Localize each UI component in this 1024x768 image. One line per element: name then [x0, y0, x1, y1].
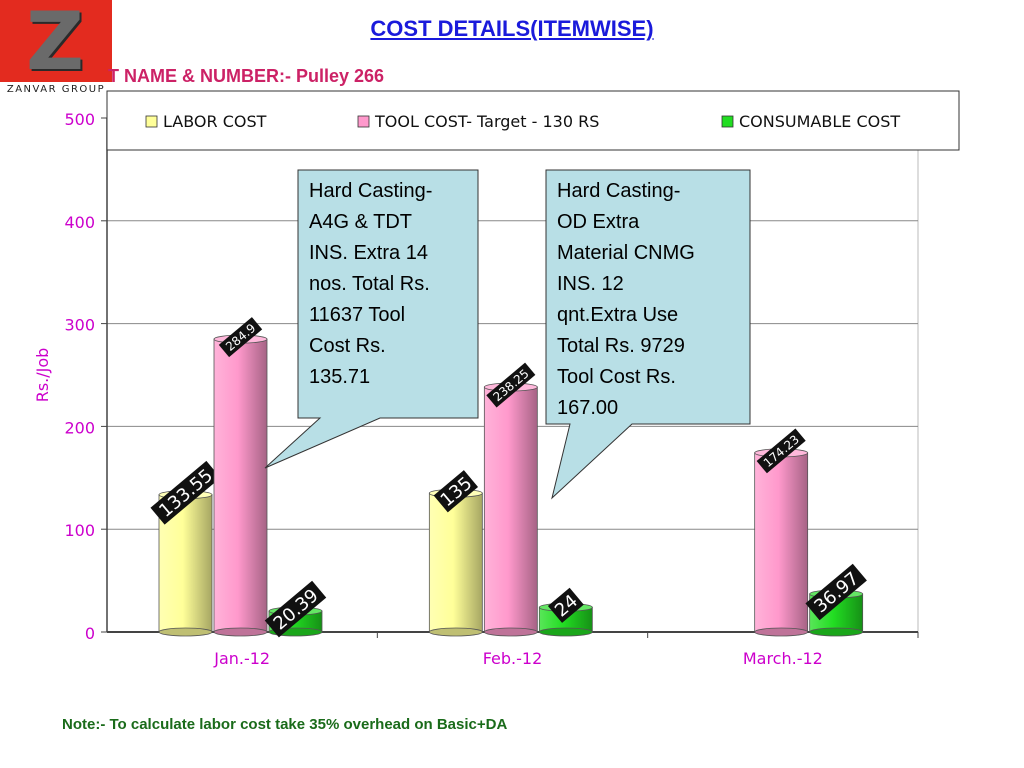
y-axis-label: Rs./Job	[33, 348, 52, 403]
y-tick-label: 200	[64, 418, 95, 437]
bar-base-consumable	[538, 627, 593, 637]
bar-base-tool	[213, 627, 268, 637]
data-label-bg	[264, 580, 327, 638]
data-label-bg	[547, 587, 584, 623]
bar-labor	[428, 492, 483, 633]
bar-base-labor	[158, 627, 213, 637]
bar-base-tool	[483, 627, 538, 637]
footnote: Note:- To calculate labor cost take 35% …	[62, 716, 508, 733]
callout-box-jan	[264, 169, 479, 469]
zanvar-logo: Z ZANVAR GROUP	[0, 0, 112, 97]
legend-box	[106, 90, 960, 151]
legend-label-consumable: CONSUMABLE COST	[739, 112, 900, 131]
data-label-bg	[218, 317, 263, 358]
bar-tool	[213, 338, 268, 633]
logo-text: ZANVAR GROUP	[0, 82, 112, 97]
legend-swatch-consumable	[721, 115, 734, 128]
bar-tool	[754, 452, 809, 633]
part-name-label: T NAME & NUMBER:- Pulley 266	[108, 66, 385, 86]
data-label-bg	[756, 428, 806, 474]
legend-label-labor: LABOR COST	[163, 112, 267, 131]
data-label-bg	[150, 460, 221, 525]
data-label-bg	[486, 362, 536, 408]
x-tick-label: Jan.-12	[213, 649, 270, 668]
logo-letter: Z	[25, 0, 84, 88]
bar-base-tool	[754, 627, 809, 637]
data-label-bg	[433, 470, 479, 513]
page-title: COST DETAILS(ITEMWISE)	[370, 16, 654, 41]
legend-swatch-labor	[145, 115, 158, 128]
y-tick-label: 300	[64, 316, 95, 335]
bar-base-consumable	[809, 627, 864, 637]
callout-box-feb	[545, 169, 751, 500]
y-tick-label: 500	[64, 110, 95, 129]
legend-label-tool: TOOL COST- Target - 130 RS	[374, 112, 599, 131]
data-label-bg	[805, 563, 867, 621]
x-tick-label: March.-12	[743, 649, 823, 668]
bar-tool	[483, 386, 538, 633]
callout-jan-text: Hard Casting- A4G & TDT INS. Extra 14 no…	[309, 180, 433, 388]
callout-feb-text: Hard Casting- OD Extra Material CNMG INS…	[557, 180, 695, 419]
legend-swatch-tool	[357, 115, 370, 128]
x-tick-label: Feb.-12	[483, 649, 543, 668]
bar-base-labor	[428, 627, 483, 637]
y-tick-label: 0	[85, 624, 95, 643]
y-tick-label: 400	[64, 213, 95, 232]
y-tick-label: 100	[64, 521, 95, 540]
